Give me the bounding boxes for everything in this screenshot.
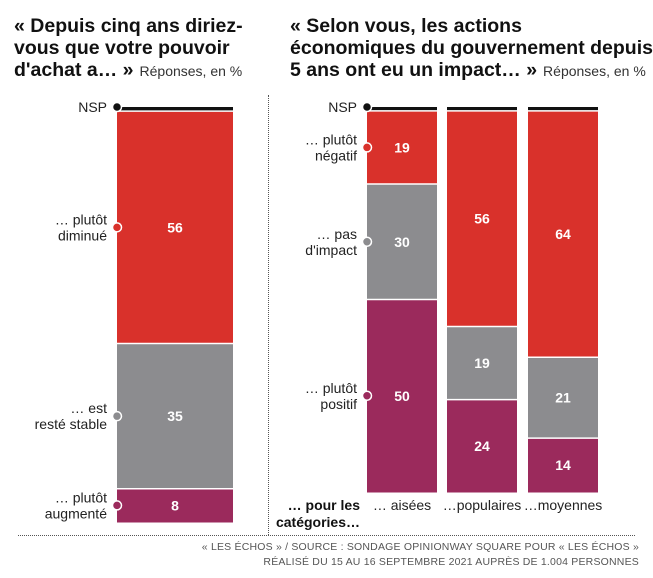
data-label: 24 xyxy=(474,438,490,454)
bar-segment-aisees-nsp xyxy=(367,107,437,112)
bar-segment-est-reste-stable xyxy=(117,343,233,490)
legend-marker-nsp xyxy=(361,101,373,113)
left-chart-title: « Depuis cinq ans diriez-vous que votre … xyxy=(14,15,262,82)
data-label: 56 xyxy=(167,219,183,235)
right-chart-panel: « Selon vous, les actions économiques du… xyxy=(276,0,653,535)
bar-segment-populaires-plutot-negatif xyxy=(447,110,517,327)
legend-marker-plutot-augmente xyxy=(111,500,123,511)
legend-label-est-reste-stable: resté stable xyxy=(35,416,108,432)
left-chart-title-text: « Depuis cinq ans diriez-vous que votre … xyxy=(14,15,243,81)
bar-segment-aisees-plutot-negatif xyxy=(367,110,437,185)
legend-label-plutot-augmente: augmenté xyxy=(45,505,107,521)
data-label: 8 xyxy=(171,497,179,513)
bar-segment-populaires-plutot-positif xyxy=(447,399,517,493)
legend-label-plutot-positif: … plutôt xyxy=(305,380,357,396)
legend-label-plutot-augmente: … plutôt xyxy=(55,489,107,505)
category-label-aisees: … aisées xyxy=(373,497,431,513)
left-chart-subtitle: Réponses, en % xyxy=(139,63,243,79)
data-label: 21 xyxy=(555,390,571,406)
legend-marker-est-reste-stable xyxy=(111,410,123,422)
data-label: 56 xyxy=(474,211,490,227)
legend-label-pas-d-impact: d'impact xyxy=(305,242,357,258)
footer-date-line: RÉALISÉ DU 15 AU 16 SEPTEMBRE 2021 AUPRÈ… xyxy=(263,556,639,568)
data-label: 14 xyxy=(555,457,571,473)
bar-segment-nsp xyxy=(117,107,233,112)
legend-marker-plutot-negatif xyxy=(361,142,373,153)
footer-divider xyxy=(18,535,635,536)
bar-segment-populaires-nsp xyxy=(447,107,517,112)
right-chart-title-text: « Selon vous, les actions économiques du… xyxy=(290,15,653,81)
data-label: 50 xyxy=(394,388,410,404)
right-chart-title: « Selon vous, les actions économiques du… xyxy=(290,15,653,82)
legend-label-plutot-negatif: négatif xyxy=(315,147,357,163)
legend-label-pas-d-impact: … pas xyxy=(317,226,357,242)
bar-segment-aisees-plutot-positif xyxy=(367,299,437,493)
bar-segment-plutot-augmente xyxy=(117,488,233,523)
category-label-populaires: …populaires xyxy=(443,497,522,513)
data-label: 35 xyxy=(167,408,183,424)
right-stacked-bar-chart: 50 30 19 … aisées 24 19 56 …populaires 14 21 64 …mo… xyxy=(276,99,603,530)
bar-segment-moyennes-plutot-negatif xyxy=(528,110,598,358)
legend-marker-pas-d-impact xyxy=(361,236,373,247)
data-label: 19 xyxy=(474,355,490,371)
source-footer: « LES ÉCHOS » / SOURCE : SONDAGE OPINION… xyxy=(202,540,639,570)
category-prefix-label: catégories… xyxy=(276,514,360,530)
bar-segment-plutot-diminue xyxy=(117,111,233,345)
legend-label-plutot-negatif: … plutôt xyxy=(305,131,357,147)
data-label: 30 xyxy=(394,234,410,250)
legend-marker-plutot-positif xyxy=(361,390,373,401)
data-label: 19 xyxy=(394,139,410,155)
legend-label-est-reste-stable: … est xyxy=(70,400,107,416)
footer-source-line: « LES ÉCHOS » / SOURCE : SONDAGE OPINION… xyxy=(201,541,639,553)
vertical-divider xyxy=(268,95,269,535)
legend-label-plutot-diminue: … plutôt xyxy=(55,211,107,227)
bar-segment-moyennes-plutot-positif xyxy=(528,438,598,493)
bar-segment-aisees-pas-d-impact xyxy=(367,184,437,300)
legend-label-nsp: NSP xyxy=(78,99,107,115)
right-chart-subtitle: Réponses, en % xyxy=(543,63,646,79)
legend-label-plutot-positif: positif xyxy=(320,396,357,412)
legend-label-nsp: NSP xyxy=(328,99,357,115)
category-prefix-label: … pour les xyxy=(288,497,361,513)
category-label-moyennes: …moyennes xyxy=(524,497,603,513)
legend-marker-plutot-diminue xyxy=(111,222,123,233)
left-chart-panel: « Depuis cinq ans diriez-vous que votre … xyxy=(0,0,262,535)
bar-segment-moyennes-nsp xyxy=(528,107,598,112)
data-label: 64 xyxy=(555,226,571,242)
bar-segment-moyennes-pas-d-impact xyxy=(528,357,598,439)
legend-marker-nsp xyxy=(111,101,123,113)
legend-label-plutot-diminue: diminué xyxy=(58,227,107,243)
bar-segment-populaires-pas-d-impact xyxy=(447,326,517,401)
